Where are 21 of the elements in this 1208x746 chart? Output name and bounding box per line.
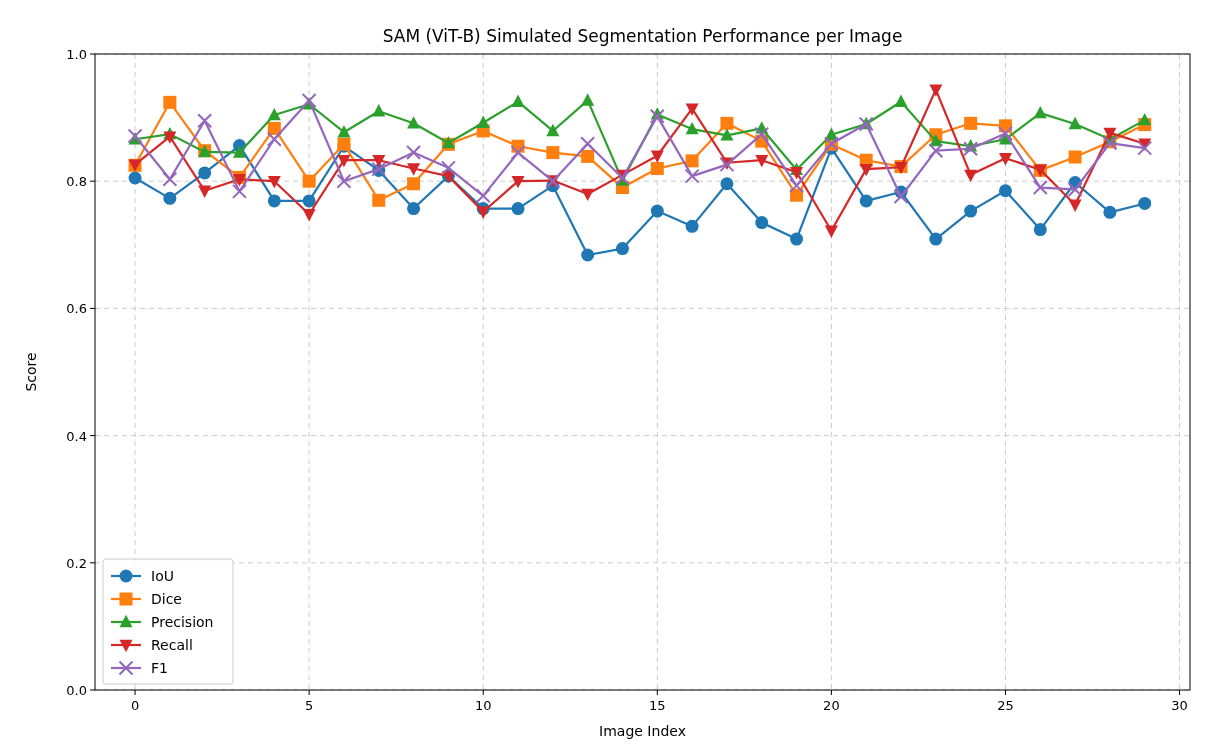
x-tick-label: 15	[649, 698, 666, 713]
y-axis-title: Score	[23, 352, 39, 392]
x-tick-label: 0	[130, 698, 140, 713]
chart-title: SAM (ViT-B) Simulated Segmentation Performance per Image	[382, 26, 903, 46]
legend-label: Dice	[151, 591, 182, 607]
legend-label: F1	[151, 660, 168, 676]
x-axis-title: Image Index	[599, 723, 686, 739]
legend-label: Precision	[151, 614, 214, 630]
x-tick-label: 25	[997, 698, 1014, 713]
y-tick-label: 0.6	[66, 301, 87, 317]
y-tick-label: 0.2	[66, 555, 87, 571]
y-tick-label: 0.4	[66, 428, 87, 444]
x-tick-label: 5	[304, 698, 314, 713]
x-tick-label: 30	[1171, 698, 1188, 713]
y-tick-label: 0.0	[66, 683, 87, 698]
legend-label: IoU	[151, 568, 174, 584]
y-tick-label: 1.0	[66, 47, 87, 62]
y-tick-label: 0.8	[66, 174, 87, 190]
x-tick-label: 10	[474, 698, 492, 713]
x-tick-label: 20	[823, 698, 840, 713]
legend-label: Recall	[151, 637, 193, 653]
